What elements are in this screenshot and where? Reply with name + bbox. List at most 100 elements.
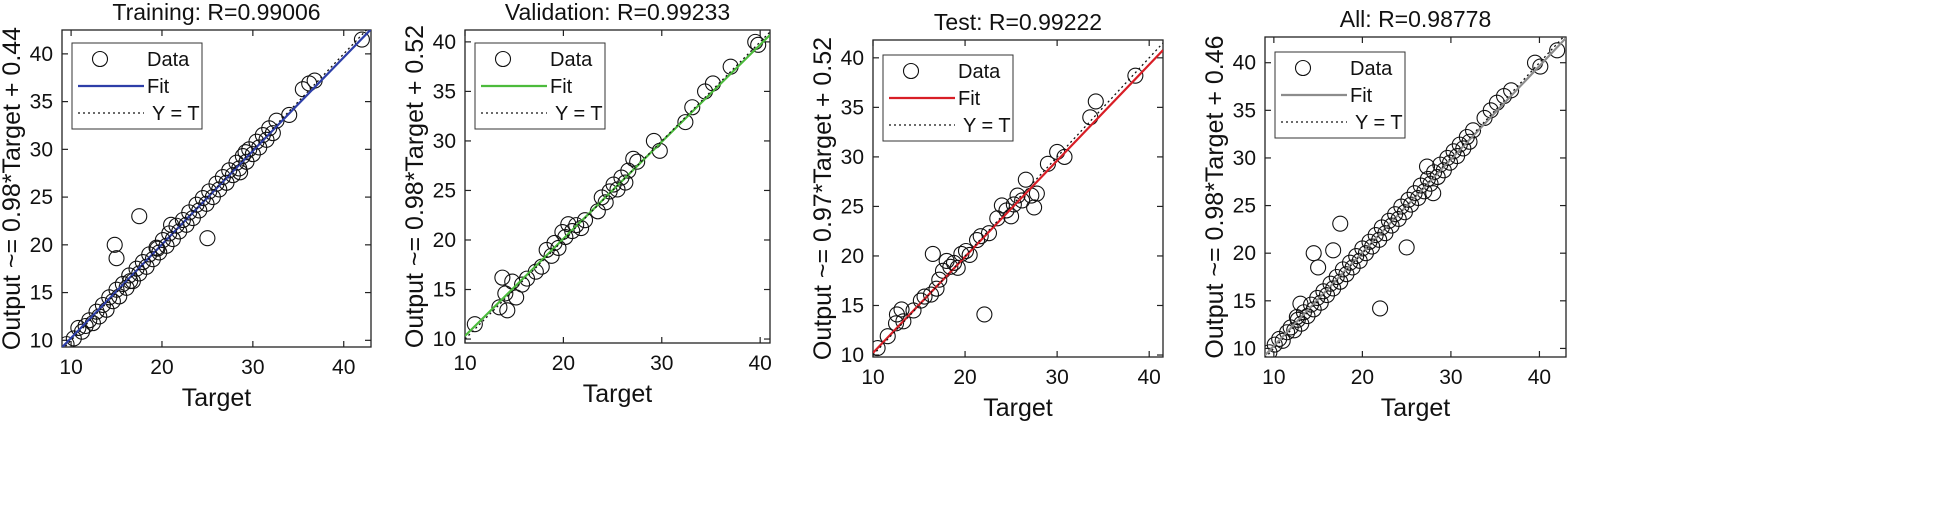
- data-point: [1017, 171, 1034, 188]
- y-tick-label: 20: [841, 245, 864, 268]
- identity-line: [465, 31, 770, 340]
- identity-line: [1265, 37, 1565, 357]
- data-point: [568, 217, 585, 234]
- data-point: [1322, 275, 1339, 292]
- legend: Data Fit Y = T: [1274, 51, 1406, 139]
- legend-entry-label: Fit: [550, 76, 573, 98]
- data-point: [106, 236, 123, 253]
- data-point: [1418, 158, 1436, 175]
- chart-title: All: R=0.98778: [1340, 6, 1492, 32]
- data-point: [1026, 199, 1043, 216]
- data-point: [1299, 307, 1316, 325]
- x-tick-label: 40: [1528, 366, 1551, 389]
- data-point: [1318, 287, 1336, 304]
- data-point: [1400, 191, 1417, 208]
- data-point: [1549, 42, 1566, 59]
- data-point: [114, 275, 131, 293]
- chart-title: Training: R=0.99006: [112, 0, 320, 25]
- y-tick-label: 40: [1233, 52, 1256, 75]
- legend: Data Fit Y = T: [882, 54, 1014, 142]
- x-axis-label: Target: [1381, 394, 1451, 422]
- data-point: [144, 251, 161, 268]
- data-point: [1014, 192, 1031, 209]
- data-point: [88, 303, 105, 320]
- y-tick-label: 35: [841, 96, 864, 119]
- legend: Data Fit Y = T: [71, 42, 203, 130]
- identity-line: [873, 42, 1163, 356]
- data-point: [1371, 231, 1388, 248]
- data-point: [972, 228, 989, 245]
- y-tick-label: 10: [841, 344, 864, 367]
- x-tick-label: 40: [332, 356, 355, 379]
- x-tick-label: 10: [861, 366, 884, 389]
- y-tick-label: 25: [30, 186, 53, 209]
- x-tick-label: 10: [1262, 366, 1285, 389]
- data-point: [1005, 196, 1022, 213]
- data-point: [1439, 149, 1456, 167]
- y-tick-label: 30: [30, 138, 53, 161]
- plot-panel-3: Test: R=0.99222 10 20 30 40 10 15 20 25 30 35 40 Tar…: [809, 9, 1164, 422]
- y-tick-label: 25: [433, 179, 456, 202]
- data-point: [893, 301, 910, 318]
- data-point: [879, 328, 896, 345]
- y-tick-label: 20: [1233, 242, 1256, 265]
- y-tick-label: 20: [30, 234, 53, 257]
- data-point: [1398, 239, 1415, 256]
- data-point: [1532, 58, 1549, 75]
- data-point: [1310, 259, 1327, 276]
- data-point: [1309, 289, 1326, 307]
- data-point: [281, 106, 298, 124]
- data-point: [931, 271, 948, 288]
- y-tick-label: 40: [433, 31, 456, 54]
- data-point: [198, 195, 215, 212]
- data-point: [912, 292, 929, 309]
- x-tick-label: 30: [1045, 366, 1068, 389]
- y-tick-label: 35: [433, 80, 456, 103]
- plot-content: [1265, 37, 1566, 357]
- y-tick-label: 35: [30, 91, 53, 114]
- data-point: [887, 315, 905, 332]
- data-point: [1274, 332, 1291, 349]
- data-point: [961, 246, 978, 264]
- data-point: [1332, 215, 1349, 232]
- y-tick-label: 10: [433, 328, 456, 351]
- y-tick-label: 15: [841, 294, 864, 317]
- plot-content: [62, 30, 371, 347]
- x-tick-label: 30: [1439, 366, 1462, 389]
- legend-entry-label: Data: [958, 61, 1001, 83]
- data-point: [1455, 140, 1472, 157]
- data-point: [1464, 122, 1482, 139]
- data-point: [527, 263, 544, 280]
- data-point: [1372, 300, 1389, 317]
- data-point: [928, 280, 945, 297]
- data-point: [491, 299, 508, 316]
- data-point: [70, 319, 87, 336]
- data-point: [234, 147, 251, 165]
- data-point: [122, 273, 139, 290]
- data-point: [497, 285, 514, 302]
- data-point: [957, 242, 975, 260]
- data-point: [922, 286, 940, 303]
- legend-entry-label: Y = T: [1355, 112, 1403, 134]
- y-tick-label: 15: [433, 279, 456, 302]
- data-point: [108, 250, 125, 267]
- plot-content: [873, 42, 1163, 357]
- x-tick-label: 10: [453, 352, 476, 375]
- data-point: [65, 330, 82, 347]
- data-point: [704, 75, 721, 92]
- data-point: [1302, 296, 1320, 313]
- y-axis-label: Output ~= 0.97*Target + 0.52: [809, 37, 837, 360]
- x-axis-label: Target: [983, 394, 1053, 422]
- y-axis-label: Output ~= 0.98*Target + 0.44: [0, 27, 26, 350]
- data-point: [1361, 233, 1378, 250]
- data-point: [254, 126, 271, 144]
- y-tick-label: 40: [841, 47, 864, 70]
- legend-entry-label: Fit: [958, 88, 981, 110]
- data-point: [264, 125, 281, 142]
- data-point: [494, 269, 511, 286]
- data-point: [1087, 93, 1104, 110]
- x-tick-label: 20: [953, 366, 976, 389]
- data-point: [942, 258, 959, 275]
- fit-line: [62, 30, 371, 347]
